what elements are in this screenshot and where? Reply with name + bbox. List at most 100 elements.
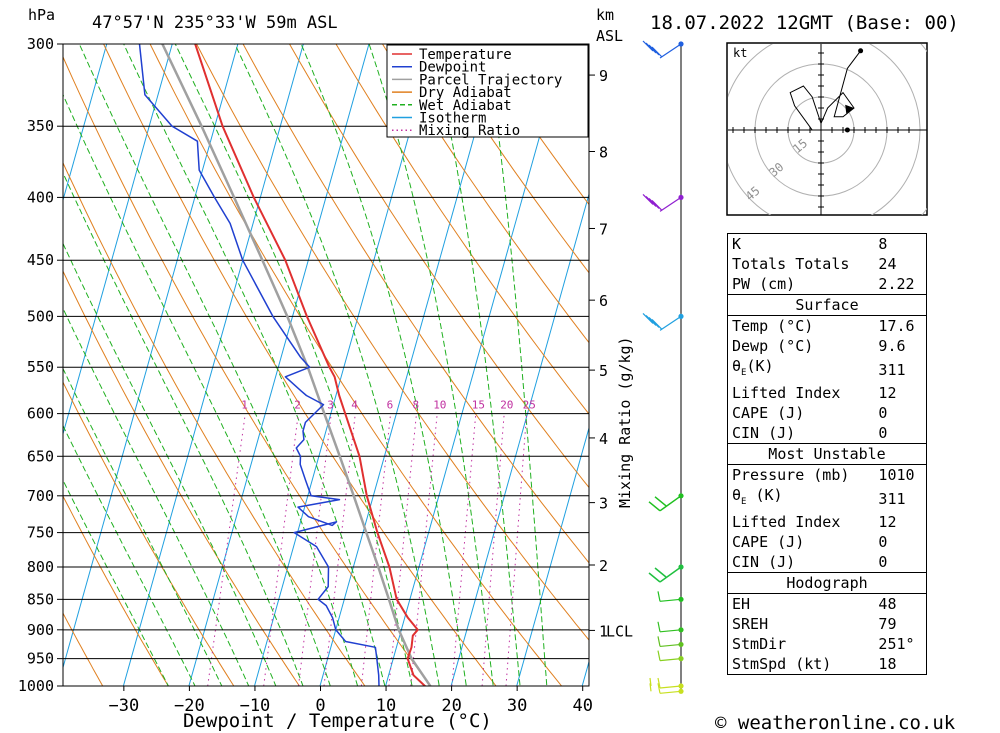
- wet-adiabat-line: [78, 44, 359, 686]
- legend-box: [386, 44, 589, 138]
- index-value: 0: [874, 552, 928, 573]
- index-key: CIN (J): [727, 552, 875, 573]
- mixing-ratio-label: 3: [327, 399, 334, 412]
- hodograph-top-marker: [858, 48, 864, 54]
- index-row: CIN (J) 0: [727, 423, 928, 444]
- most-unstable-header: Most Unstable: [727, 443, 927, 465]
- height-label: 3: [599, 495, 608, 513]
- index-value: 17.6: [874, 315, 928, 336]
- height-label: 8: [599, 143, 608, 161]
- index-key: PW (cm): [727, 274, 875, 295]
- isotherm-line: [188, 44, 370, 686]
- isotherm-line: [63, 44, 108, 202]
- height-label: 4: [599, 430, 608, 448]
- pressure-label: 800: [27, 558, 54, 576]
- index-row: EH 48: [727, 593, 928, 614]
- height-label: 5: [599, 362, 608, 380]
- legend-label: Temperature: [419, 47, 512, 63]
- index-key: Pressure (mb): [727, 464, 875, 485]
- unit-asl: ASL: [596, 27, 623, 45]
- mixing-ratio-label: 2: [294, 399, 301, 412]
- mixing-ratio-label: 20: [500, 399, 513, 412]
- index-value: 24: [874, 254, 928, 274]
- index-row: Totals Totals 24: [727, 254, 928, 274]
- index-row: CAPE (J) 0: [727, 532, 928, 552]
- axes: 1 2 3 4 6 8 10 15 20 2530035040045050055060065070…: [18, 35, 633, 716]
- isotherm-line: [450, 192, 589, 686]
- index-row: Lifted Index 12: [727, 512, 928, 532]
- surface-header: Surface: [727, 294, 927, 316]
- index-key: θE(K): [727, 356, 875, 383]
- mixing-ratio-line: [451, 413, 477, 686]
- temperature-line: [194, 44, 427, 686]
- index-value: 2.22: [874, 274, 928, 295]
- storm-motion-marker: [844, 127, 850, 133]
- pressure-label: 350: [27, 117, 54, 135]
- section-title: Surface: [727, 294, 927, 316]
- index-value: 48: [874, 593, 928, 614]
- dry-adiabat-line: [63, 612, 104, 686]
- legend-label: Dry Adiabat: [419, 85, 512, 101]
- temperature-tick-label: 0: [315, 696, 325, 716]
- mixing-ratio-label: 15: [472, 399, 485, 412]
- pressure-label: 850: [27, 590, 54, 608]
- index-value: 0: [874, 423, 928, 444]
- pressure-label: 700: [27, 487, 54, 505]
- wet-adiabat-line: [300, 44, 467, 686]
- index-key: SREH: [727, 614, 875, 634]
- wind-barb: [649, 683, 684, 694]
- isotherm-line: [122, 44, 304, 686]
- index-key: K: [727, 233, 875, 254]
- index-key: EH: [727, 593, 875, 614]
- mixing-ratio-axis-label: Mixing Ratio (g/kg): [616, 336, 634, 508]
- index-key: θE (K): [727, 485, 875, 512]
- index-key: CIN (J): [727, 423, 875, 444]
- index-row: CAPE (J) 0: [727, 403, 928, 423]
- height-label: 9: [599, 67, 608, 85]
- index-row: PW (cm) 2.22: [727, 274, 928, 295]
- wind-barb: [642, 40, 684, 59]
- wind-barb: [648, 493, 684, 512]
- index-value: 0: [874, 532, 928, 552]
- index-value: 9.6: [874, 336, 928, 356]
- pressure-label: 1000: [18, 677, 54, 695]
- location-title: 47°57'N 235°33'W 59m ASL: [92, 13, 338, 33]
- dry-adiabat-line: [335, 44, 589, 415]
- wind-barb: [642, 193, 684, 212]
- index-key: Lifted Index: [727, 383, 875, 403]
- isotherm-line: [63, 44, 173, 436]
- index-value: 0: [874, 403, 928, 423]
- wind-barb: [657, 591, 684, 602]
- pressure-label: 450: [27, 251, 54, 269]
- mixing-ratio-line: [481, 413, 505, 686]
- isotherm-line: [0, 0, 3, 712]
- wind-barb: [657, 621, 684, 633]
- hodograph-trace: [789, 50, 861, 131]
- index-value: 8: [874, 233, 928, 254]
- temperature-tick-label: 40: [572, 696, 592, 716]
- index-row: SREH 79: [727, 614, 928, 634]
- index-row: Dewp (°C) 9.6: [727, 336, 928, 356]
- unit-km: km: [596, 6, 614, 24]
- temperature-tick-label: −20: [174, 696, 205, 716]
- height-label: 7: [599, 220, 608, 238]
- wet-adiabat-line: [63, 479, 169, 686]
- index-key: Temp (°C): [727, 315, 875, 336]
- temperature-tick-label: 10: [376, 696, 396, 716]
- dewpoint-line: [138, 44, 380, 686]
- mixing-ratio-label: 10: [433, 399, 446, 412]
- pressure-label: 300: [27, 35, 54, 53]
- mixing-ratio-label: 1: [241, 399, 248, 412]
- hodograph-box: [726, 42, 928, 216]
- height-label: 6: [599, 292, 608, 310]
- wind-barb: [648, 564, 684, 583]
- index-key: Totals Totals: [727, 254, 875, 274]
- mixing-ratio-label: 6: [387, 399, 394, 412]
- index-key: Dewp (°C): [727, 336, 875, 356]
- dry-adiabat-line: [474, 44, 589, 206]
- temperature-tick-label: 30: [507, 696, 527, 716]
